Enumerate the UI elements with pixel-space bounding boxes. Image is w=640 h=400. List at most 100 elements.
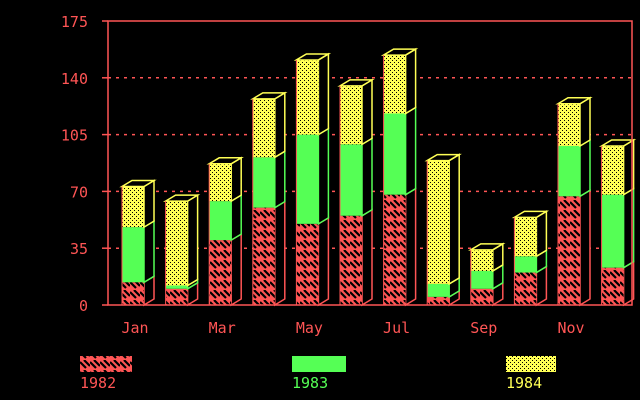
bar-1984-mar (209, 163, 232, 202)
bar-stack-dec (598, 138, 637, 307)
bar-1984-apr (252, 98, 275, 158)
legend-label-1982: 1982 (80, 374, 116, 392)
bar-1983-may (296, 134, 319, 224)
xtick-label-nov: Nov (557, 319, 584, 337)
bar-1983-jan (122, 227, 144, 283)
bar-side-1984-may (317, 52, 330, 136)
bar-top-nov (555, 97, 593, 105)
bar-1984-oct (514, 217, 537, 257)
bar-1982-apr (252, 207, 275, 305)
bar-1984-aug (427, 160, 450, 284)
bar-1984-jul (383, 55, 406, 114)
bar-side-1983-may (317, 127, 330, 226)
bar-top-sep (468, 243, 506, 251)
plot-frame (107, 20, 633, 306)
bar-side-1983-jun (361, 137, 373, 218)
bar-side-1983-jul (404, 106, 417, 196)
bar-stack-jan (119, 179, 157, 307)
bar-1982-may (296, 223, 319, 305)
bar-1982-jan (122, 282, 144, 305)
bar-side-1984-jan (143, 179, 155, 229)
bar-1983-nov (558, 145, 580, 197)
bar-side-1984-apr (274, 91, 286, 159)
axis-layer: 0 35 70 105 140 175 Jan Mar May Jul Sep Nov (61, 13, 633, 337)
bar-side-1984-feb (186, 193, 199, 287)
bar-1983-dec (601, 194, 624, 268)
bar-1984-dec (601, 145, 624, 195)
bar-1983-aug (427, 283, 450, 297)
bar-1983-jul (383, 113, 406, 195)
bar-stack-nov (555, 96, 593, 307)
bar-side-1982-may (317, 216, 330, 307)
bar-side-1983-mar (230, 193, 242, 242)
xtick-label-jul: Jul (383, 319, 410, 337)
bar-1982-jun (340, 215, 362, 305)
bar-1982-feb (165, 288, 188, 305)
bar-top-jan (119, 179, 157, 188)
bar-side-1984-nov (579, 96, 591, 148)
bar-1984-jun (340, 85, 362, 145)
bar-1984-sep (470, 249, 493, 271)
bar-1982-sep (470, 288, 493, 305)
bar-stack-aug (424, 153, 462, 307)
bar-side-1984-jun (361, 78, 373, 146)
bar-1982-nov (558, 196, 580, 305)
bar-stack-oct (511, 210, 550, 307)
bar-1984-may (296, 59, 319, 135)
ytick-label-35: 35 (70, 240, 88, 258)
bar-side-1982-nov (579, 188, 591, 307)
legend-swatch-1984 (506, 356, 556, 372)
bar-side-1983-nov (579, 138, 591, 198)
bar-1983-mar (209, 201, 232, 241)
bar-stack-may (293, 52, 332, 307)
bar-stack-feb (162, 193, 201, 307)
ytick-label-175: 175 (61, 13, 88, 31)
bar-1983-oct (514, 256, 537, 273)
bar-side-1984-aug (448, 153, 460, 286)
bar-1982-oct (514, 272, 537, 305)
bar-side-1982-mar (230, 232, 242, 307)
bar-top-dec (598, 139, 637, 147)
bar-1982-aug (427, 296, 450, 305)
legend-label-1984: 1984 (506, 374, 542, 392)
bar-1983-jun (340, 144, 362, 216)
ytick-label-105: 105 (61, 127, 88, 145)
legend-swatch-1983 (292, 356, 346, 372)
xtick-label-sep: Sep (470, 319, 497, 337)
bar-side-1983-jan (143, 219, 155, 284)
bar-top-jul (380, 48, 419, 56)
legend: 1982 1983 1984 (80, 356, 556, 392)
bar-side-1982-jun (361, 208, 373, 307)
bar-1983-apr (252, 157, 275, 208)
bar-1984-feb (165, 201, 188, 286)
legend-label-1983: 1983 (292, 374, 328, 392)
bar-stack-jul (380, 47, 419, 307)
bar-top-apr (250, 92, 288, 100)
bar-top-may (293, 53, 332, 61)
ytick-label-70: 70 (70, 183, 88, 201)
bar-stack-jun (337, 78, 375, 307)
ytick-label-140: 140 (61, 70, 88, 88)
bar-stack-apr (250, 91, 288, 307)
bar-side-1982-jul (404, 187, 417, 307)
xtick-label-may: May (296, 319, 323, 337)
bars-layer (119, 47, 637, 307)
bar-1982-mar (209, 240, 232, 305)
bar-side-1984-jul (404, 47, 417, 115)
bar-top-aug (424, 153, 462, 162)
bar-1983-feb (165, 285, 188, 289)
bar-top-feb (162, 194, 201, 202)
bar-stack-mar (206, 156, 244, 307)
bar-1984-nov (558, 103, 580, 146)
bar-1983-sep (470, 270, 493, 289)
bar-side-1982-apr (274, 200, 286, 307)
xtick-label-jan: Jan (121, 319, 148, 337)
bar-side-1984-oct (535, 210, 548, 258)
bar-side-1983-apr (274, 149, 286, 209)
bar-top-oct (511, 210, 550, 219)
bar-top-mar (206, 157, 244, 165)
bar-stack-sep (468, 242, 506, 307)
bar-1982-dec (601, 267, 624, 305)
bar-top-jun (337, 79, 375, 87)
